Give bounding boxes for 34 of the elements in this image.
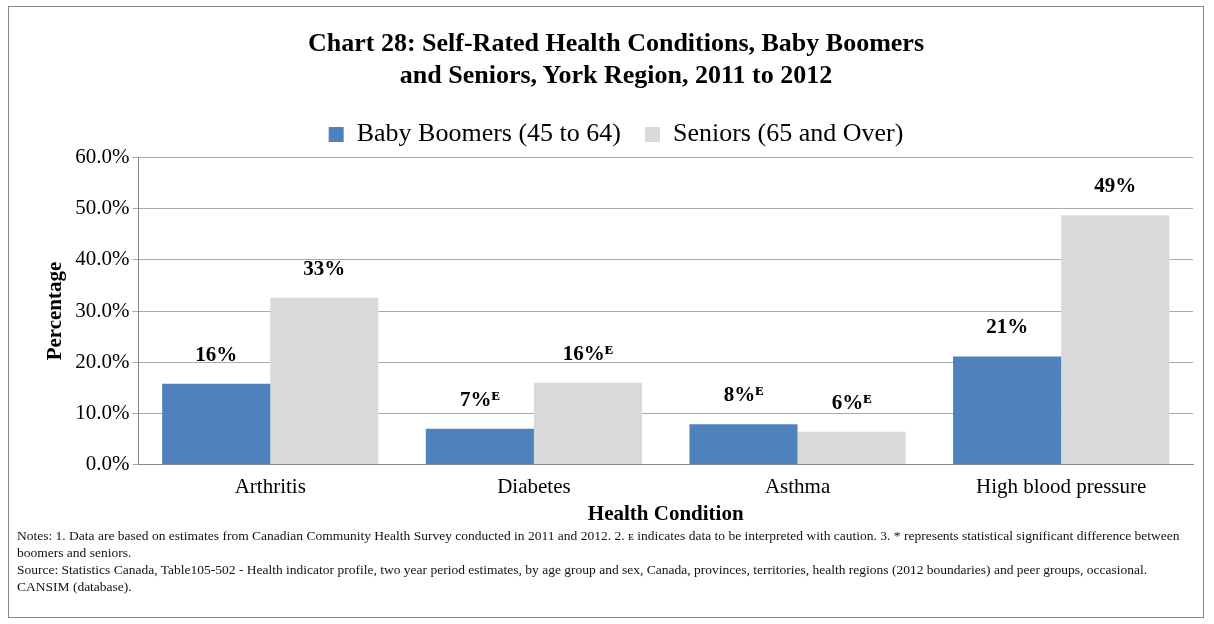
y-tick-label: 0.0% [85,451,130,476]
legend-label: Seniors (65 and Over) [672,118,904,148]
bar [533,382,642,465]
legend-label: Baby Boomers (45 to 64) [356,118,621,148]
bar [1061,215,1170,465]
data-label: 7%ᴱ [460,386,500,411]
y-tick-label: 40.0% [75,246,130,271]
y-tick-label: 60.0% [75,143,130,168]
y-axis-title: Percentage [42,261,67,361]
y-tick-label: 30.0% [75,297,130,322]
data-label: 6%ᴱ [831,389,872,414]
data-label: 21% [986,314,1029,339]
x-tick-label: Asthma [764,473,831,498]
chart-title: Chart 28: Self-Rated Health Conditions, Baby Boomers and Seniors, York Region, 2011 to 2012 [307,28,925,89]
x-tick-label: Arthritis [234,473,306,498]
data-label: 33% [303,255,346,280]
bar [425,428,534,465]
text: Notes: 1. Data are based on estimates from Canadian Community Health Survey conducted in 2011 and 2012. 2. ᴇ indicates data to be interpreted with caution. 3. * represents statistical significant difference between boomers and seniors. [17,527,1181,561]
y-tick-label: 10.0% [75,399,130,424]
x-axis-title: Health Condition [587,500,744,525]
y-tick-label: 50.0% [75,195,130,220]
bar [797,431,906,465]
bar [162,383,271,465]
bar [689,424,798,465]
source-note: Source: Statistics Canada, Table105-502 - Health indicator profile, two year period estimates, by age group and sex, Canada, provinces, territories, health regions (2012 boundaries) and peer groups, occasional. CANSIM (database). [17,561,1149,595]
data-label: 8%ᴱ [723,382,764,407]
y-tick-label: 20.0% [75,348,130,373]
data-label: 16% [195,341,238,366]
data-label: 49% [1094,173,1137,198]
x-tick-label: High blood pressure [976,473,1147,498]
x-tick-label: Diabetes [497,473,571,498]
data-label: 16%ᴱ [562,340,614,365]
bar [270,297,379,465]
bar [953,356,1062,465]
